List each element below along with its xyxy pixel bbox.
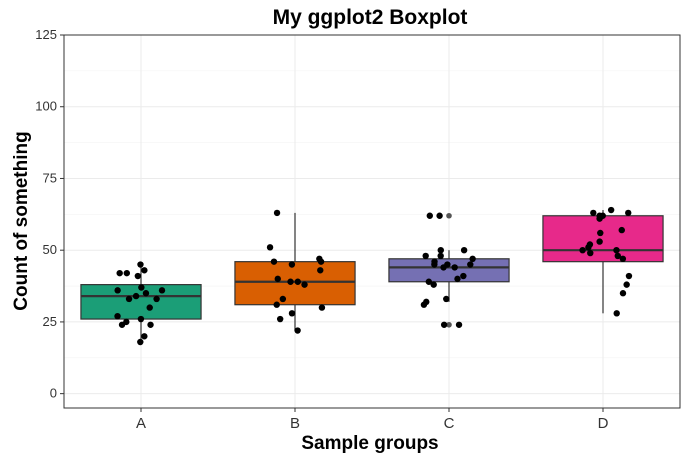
data-point-C: [460, 272, 467, 280]
y-tick-label: 0: [50, 386, 57, 401]
data-point-D: [607, 206, 615, 214]
data-point-B: [274, 275, 281, 283]
data-point-A: [137, 261, 144, 268]
box-body: [542, 215, 664, 263]
x-tick-label: C: [444, 415, 455, 432]
data-point-B: [317, 267, 324, 274]
outlier-point: [446, 321, 452, 328]
data-point-C: [440, 321, 448, 328]
data-point-B: [273, 209, 281, 217]
data-point-A: [141, 267, 148, 274]
data-point-B: [294, 327, 301, 334]
panel-border: [63, 34, 681, 409]
data-point-A: [123, 269, 131, 277]
y-tick-label: 25: [43, 314, 57, 329]
data-point-C: [469, 255, 476, 262]
data-point-D: [613, 246, 620, 254]
x-tick-label: B: [290, 415, 300, 432]
data-point-A: [153, 295, 160, 303]
box-B: [234, 212, 356, 331]
data-point-C: [425, 278, 433, 285]
data-point-D: [614, 252, 621, 260]
data-point-C: [422, 252, 429, 260]
data-point-B: [288, 310, 296, 317]
data-point-C: [451, 264, 458, 271]
y-axis-title: Count of something: [11, 131, 32, 310]
data-point-D: [618, 226, 625, 234]
data-point-A: [142, 290, 150, 297]
data-point-A: [158, 287, 166, 294]
data-point-D: [579, 246, 586, 254]
data-point-D: [619, 290, 627, 297]
data-point-B: [294, 278, 301, 285]
data-point-C: [467, 261, 474, 268]
box-D: [542, 210, 664, 314]
data-point-B: [279, 295, 287, 303]
data-point-A: [114, 312, 121, 320]
data-point-C: [443, 295, 450, 303]
y-tick-label: 100: [35, 99, 57, 114]
data-point-B: [301, 281, 308, 288]
y-tick-label: 125: [35, 27, 57, 42]
data-point-C: [437, 252, 444, 260]
x-axis: A B C D: [136, 408, 609, 432]
data-point-A: [134, 272, 142, 280]
data-point-C: [420, 301, 428, 308]
data-point-A: [114, 287, 121, 294]
data-point-C: [437, 246, 444, 254]
data-point-D: [613, 310, 620, 317]
data-point-C: [430, 281, 437, 288]
data-point-B: [288, 261, 296, 268]
data-point-D: [596, 215, 603, 222]
data-point-D: [596, 238, 603, 245]
box-body: [388, 258, 510, 283]
data-point-A: [147, 321, 154, 328]
data-point-D: [625, 209, 632, 217]
data-point-B: [266, 244, 274, 251]
y-tick-label: 75: [43, 170, 57, 185]
data-point-C: [460, 246, 468, 254]
data-point-D: [587, 249, 594, 257]
boxes-layer: [80, 210, 664, 340]
data-point-B: [287, 278, 294, 285]
data-point-A: [137, 338, 144, 346]
data-point-B: [273, 301, 280, 308]
data-point-D: [623, 281, 630, 288]
data-point-C: [454, 275, 461, 283]
data-point-D: [585, 244, 592, 251]
data-point-A: [125, 295, 133, 303]
data-point-A: [132, 292, 140, 300]
data-point-B: [318, 304, 326, 311]
data-point-D: [597, 229, 604, 237]
data-point-B: [317, 258, 325, 265]
data-point-C: [440, 264, 447, 271]
y-tick-label: 50: [43, 242, 57, 257]
data-point-B: [276, 315, 284, 323]
data-point-C: [455, 321, 463, 328]
outlier-point: [446, 212, 452, 219]
data-point-A: [118, 321, 126, 328]
data-point-A: [146, 304, 153, 311]
jitter-points-layer: [114, 206, 633, 346]
data-point-A: [137, 315, 145, 323]
data-point-A: [138, 284, 145, 291]
data-point-C: [431, 261, 438, 268]
data-point-B: [270, 258, 278, 265]
y-axis: 0 25 50 75 100 125: [35, 27, 64, 401]
x-tick-label: A: [136, 415, 146, 432]
data-point-C: [436, 212, 443, 219]
data-point-D: [619, 255, 627, 262]
box-C: [388, 212, 510, 328]
data-point-D: [625, 272, 633, 280]
data-point-D: [590, 209, 597, 217]
data-point-A: [116, 269, 123, 277]
chart-title: My ggplot2 Boxplot: [273, 6, 468, 29]
data-point-C: [426, 212, 433, 219]
data-point-A: [141, 333, 148, 340]
x-axis-title: Sample groups: [301, 433, 438, 454]
x-tick-label: D: [598, 415, 609, 432]
